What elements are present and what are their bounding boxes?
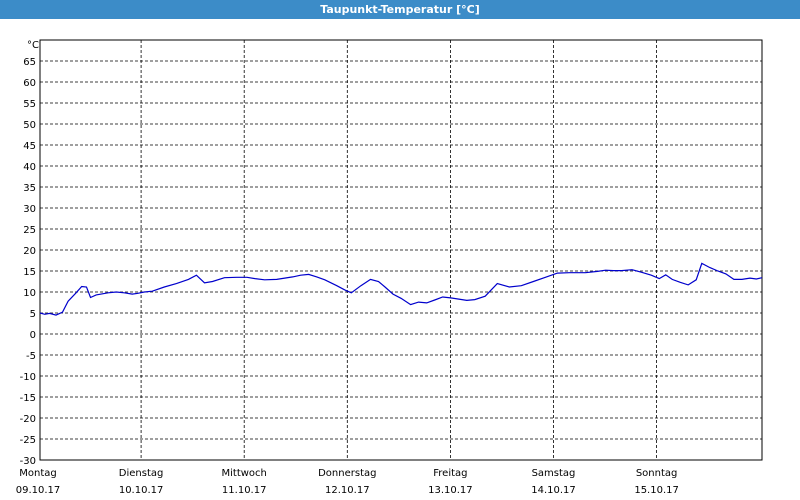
x-tick-day: Freitag bbox=[433, 468, 467, 479]
x-tick-day: Sonntag bbox=[636, 468, 678, 479]
y-tick-label: 40 bbox=[23, 162, 36, 173]
x-tick-date: 12.10.17 bbox=[325, 485, 370, 496]
x-tick-day: Dienstag bbox=[119, 468, 164, 479]
x-tick-day: Mittwoch bbox=[222, 468, 267, 479]
x-tick-day: Montag bbox=[19, 468, 56, 479]
y-tick-label: 0 bbox=[30, 330, 36, 341]
y-tick-label: 50 bbox=[23, 120, 36, 131]
horizontal-gridlines bbox=[40, 60, 762, 440]
y-tick-label: 65 bbox=[23, 57, 36, 68]
y-tick-label: 35 bbox=[23, 183, 36, 194]
x-tick-date: 14.10.17 bbox=[531, 485, 576, 496]
y-tick-label: -30 bbox=[20, 456, 36, 467]
x-tick-date: 10.10.17 bbox=[119, 485, 164, 496]
y-tick-label: -20 bbox=[20, 414, 36, 425]
y-tick-label: 25 bbox=[23, 225, 36, 236]
y-tick-label: 5 bbox=[30, 309, 36, 320]
x-tick-day: Samstag bbox=[532, 468, 576, 479]
vertical-gridlines bbox=[140, 40, 657, 460]
y-tick-label: 60 bbox=[23, 78, 36, 89]
y-tick-label: 45 bbox=[23, 141, 36, 152]
y-axis-unit-label: °C bbox=[27, 40, 39, 51]
x-tick-date: 13.10.17 bbox=[428, 485, 473, 496]
x-axis-ticks: Montag 09.10.17 Dienstag 10.10.17 Mittwoch 11… bbox=[16, 468, 679, 496]
y-tick-label: 10 bbox=[23, 288, 36, 299]
y-tick-label: -10 bbox=[20, 372, 36, 383]
dew-point-line bbox=[39, 262, 763, 316]
x-tick-date: 11.10.17 bbox=[222, 485, 267, 496]
chart-title: Taupunkt-Temperatur [°C] bbox=[0, 0, 800, 19]
y-tick-label: 55 bbox=[23, 99, 36, 110]
y-tick-label: 30 bbox=[23, 204, 36, 215]
x-tick-date: 15.10.17 bbox=[634, 485, 679, 496]
y-tick-label: 15 bbox=[23, 267, 36, 278]
x-tick-date: 09.10.17 bbox=[16, 485, 61, 496]
chart: 65605550454035302520151050-5-10-15-20-25… bbox=[16, 39, 763, 496]
y-tick-label: 20 bbox=[23, 246, 36, 257]
y-tick-label: -25 bbox=[20, 435, 36, 446]
y-tick-label: -15 bbox=[20, 393, 36, 404]
x-tick-day: Donnerstag bbox=[318, 468, 376, 479]
y-tick-label: -5 bbox=[26, 351, 36, 362]
y-axis-ticks: 65605550454035302520151050-5-10-15-20-25… bbox=[20, 57, 36, 467]
